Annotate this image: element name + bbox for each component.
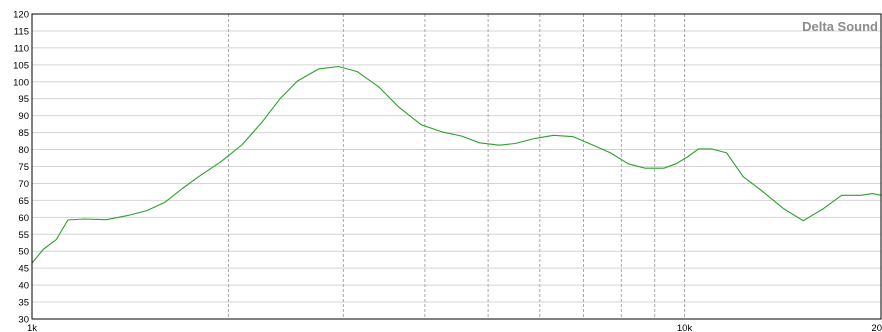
y-tick-label: 70 <box>18 179 29 190</box>
y-tick-label: 65 <box>18 196 29 207</box>
y-tick-label: 60 <box>18 213 29 224</box>
y-tick-label: 40 <box>18 281 29 292</box>
y-tick-label: 80 <box>18 145 29 156</box>
grid <box>32 14 881 319</box>
y-tick-label: 35 <box>18 298 29 309</box>
y-tick-label: 30 <box>18 315 29 326</box>
plot-frame <box>31 13 882 320</box>
y-tick-label: 110 <box>14 43 29 54</box>
series-layer <box>31 65 882 264</box>
y-tick-label: 50 <box>18 247 29 258</box>
y-tick-label: 90 <box>18 111 29 122</box>
tick-labels: 30 35 40 45 50 55 60 65 70 75 80 85 90 95 100 105 110 115… <box>13 10 882 332</box>
y-tick-label: 105 <box>13 60 29 71</box>
y-tick-label: 100 <box>13 77 29 88</box>
plot-border <box>31 13 882 320</box>
response-curve <box>31 65 882 264</box>
y-tick-label: 115 <box>14 26 29 37</box>
watermark-text: Delta Sound <box>802 19 878 34</box>
y-tick-label: 120 <box>13 10 29 21</box>
x-tick-label: 20 <box>871 323 882 332</box>
y-tick-label: 75 <box>18 162 29 173</box>
x-tick-label: 1k <box>27 323 37 332</box>
y-tick-label: 45 <box>18 264 29 275</box>
y-tick-label: 55 <box>18 230 29 241</box>
y-tick-label: 95 <box>18 94 29 105</box>
y-tick-label: 85 <box>18 128 29 139</box>
x-tick-label: 10k <box>677 323 693 332</box>
